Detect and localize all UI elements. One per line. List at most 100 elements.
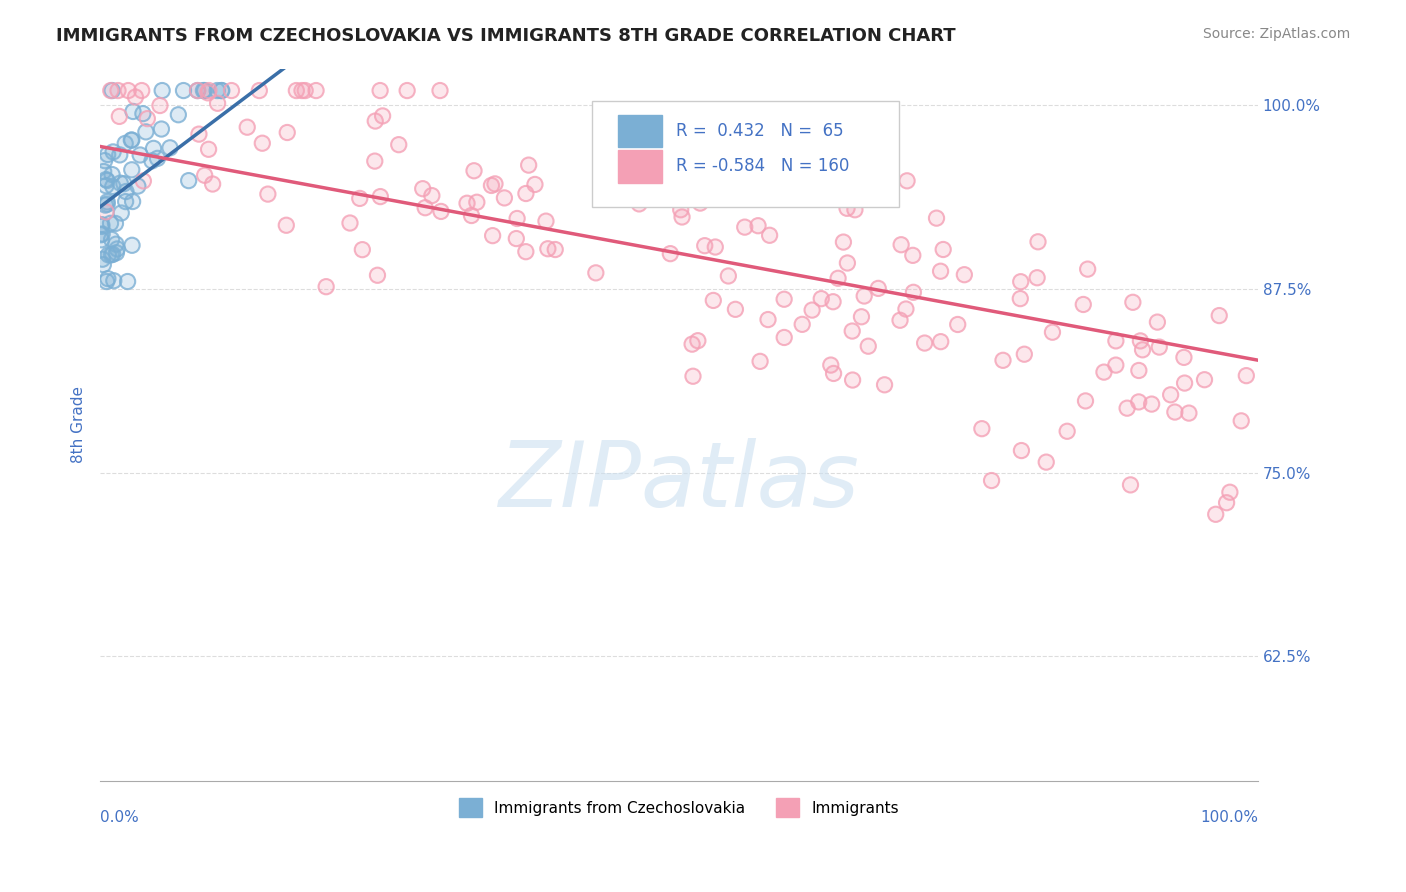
Point (276, 219, 298, 233)
Point (205, 84, 228, 98)
Point (832, 235, 855, 249)
Point (494, 191, 516, 205)
Point (135, 125, 157, 139)
Point (1122, 295, 1144, 310)
Point (173, 84, 195, 98)
Point (94, 204, 117, 219)
Point (94, 178, 117, 193)
Point (1129, 334, 1152, 348)
Point (146, 152, 169, 166)
Point (101, 168, 124, 182)
Point (257, 187, 280, 202)
Point (1194, 373, 1216, 387)
Point (197, 86, 219, 100)
Point (1014, 347, 1036, 361)
Point (823, 294, 845, 309)
Point (371, 109, 394, 123)
Point (110, 176, 132, 190)
Point (1119, 478, 1142, 492)
Point (149, 98, 172, 112)
Point (420, 188, 443, 202)
Point (121, 133, 143, 147)
Point (90, 219, 112, 234)
Point (96, 275, 118, 289)
Point (96, 194, 118, 209)
Point (252, 136, 274, 151)
Point (114, 194, 136, 209)
Point (100, 216, 122, 230)
Point (1173, 351, 1195, 365)
Point (209, 84, 232, 98)
Point (108, 148, 131, 162)
Point (463, 163, 485, 178)
Point (1164, 405, 1187, 419)
Point (810, 292, 832, 306)
Point (93, 164, 115, 178)
Point (364, 114, 387, 128)
Point (747, 219, 769, 233)
Point (129, 148, 152, 162)
Point (669, 202, 692, 217)
Point (396, 84, 419, 98)
Point (456, 196, 478, 211)
Point (686, 334, 709, 348)
Point (1234, 368, 1257, 383)
Point (1129, 334, 1152, 348)
Point (717, 268, 740, 283)
Point (868, 281, 890, 295)
Point (142, 141, 165, 155)
Point (894, 301, 917, 316)
Point (1205, 508, 1227, 522)
Point (121, 238, 143, 252)
Point (101, 84, 124, 98)
Point (868, 281, 890, 295)
Point (1077, 262, 1099, 277)
Point (177, 173, 200, 187)
Point (104, 217, 127, 231)
Point (94, 204, 117, 219)
Point (841, 373, 863, 387)
Point (94, 172, 117, 186)
Point (506, 211, 529, 226)
Point (132, 106, 155, 120)
Point (96, 173, 118, 187)
Point (515, 244, 537, 259)
Point (370, 189, 392, 203)
Point (90, 218, 112, 232)
Point (101, 247, 124, 261)
Point (115, 185, 138, 199)
Point (108, 109, 131, 123)
Point (792, 318, 814, 332)
Point (747, 219, 769, 233)
Point (929, 264, 952, 278)
Point (873, 377, 896, 392)
Point (505, 231, 527, 245)
Point (1092, 365, 1115, 379)
Point (1219, 485, 1241, 500)
Point (100, 216, 122, 230)
Point (430, 204, 453, 219)
Point (1205, 508, 1227, 522)
Point (207, 96, 229, 111)
Point (117, 84, 139, 98)
Point (352, 243, 374, 257)
Point (150, 84, 173, 98)
Point (349, 191, 371, 205)
Point (276, 219, 298, 233)
Point (339, 216, 361, 230)
Point (97, 271, 120, 285)
Point (689, 196, 711, 211)
FancyBboxPatch shape (592, 101, 898, 208)
Point (420, 188, 443, 202)
Point (100, 84, 122, 98)
Point (1042, 325, 1064, 339)
Point (932, 243, 955, 257)
Point (1215, 496, 1237, 510)
Point (946, 318, 969, 332)
Point (108, 148, 131, 162)
Point (371, 109, 394, 123)
Point (873, 377, 896, 392)
Point (121, 162, 143, 177)
Point (141, 153, 163, 168)
Point (681, 337, 703, 351)
